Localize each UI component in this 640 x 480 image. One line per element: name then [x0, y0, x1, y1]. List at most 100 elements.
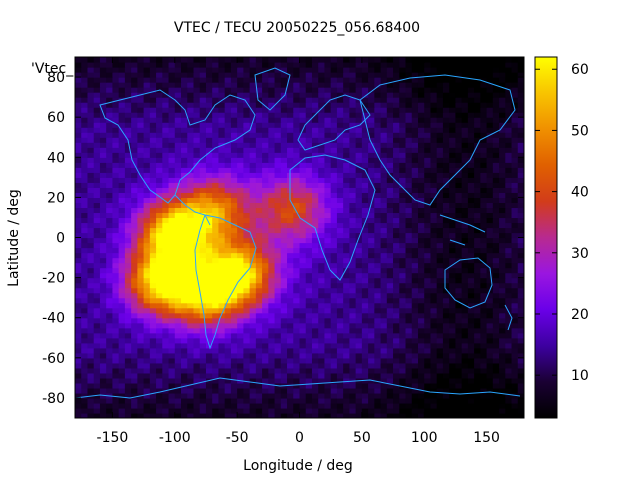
heatmap-cell	[486, 272, 494, 279]
heatmap-cell	[430, 102, 438, 108]
heatmap-cell	[299, 362, 307, 369]
heatmap-cell	[187, 227, 195, 234]
heatmap-cell	[280, 177, 288, 183]
heatmap-cell	[230, 147, 238, 153]
heatmap-cell	[262, 242, 269, 249]
heatmap-cell	[224, 322, 232, 329]
heatmap-cell	[274, 122, 282, 128]
heatmap-cell	[517, 362, 524, 369]
heatmap-cell	[187, 337, 195, 344]
heatmap-cell	[486, 162, 494, 168]
heatmap-cell	[324, 412, 332, 418]
heatmap-cell	[361, 347, 369, 354]
heatmap-cell	[280, 277, 288, 284]
heatmap-cell	[106, 237, 114, 244]
heatmap-cell	[168, 237, 176, 244]
heatmap-cell	[336, 312, 344, 319]
heatmap-cell	[318, 242, 326, 249]
heatmap-cell	[380, 247, 388, 254]
heatmap-cell	[467, 387, 475, 394]
heatmap-cell	[99, 137, 107, 143]
heatmap-cell	[243, 92, 251, 98]
heatmap-cell	[411, 97, 419, 103]
heatmap-cell	[386, 332, 394, 339]
heatmap-cell	[368, 192, 375, 198]
heatmap-cell	[124, 257, 132, 264]
heatmap-cell	[149, 292, 157, 299]
heatmap-cell	[268, 292, 276, 299]
heatmap-cell	[467, 332, 475, 339]
heatmap-cell	[268, 327, 276, 334]
heatmap-cell	[99, 172, 107, 178]
heatmap-cell	[424, 407, 432, 414]
heatmap-cell	[343, 347, 350, 354]
heatmap-cell	[106, 232, 114, 239]
heatmap-cell	[355, 407, 363, 414]
heatmap-cell	[461, 77, 469, 83]
heatmap-cell	[411, 147, 419, 153]
heatmap-cell	[505, 122, 513, 128]
heatmap-cell	[99, 117, 107, 123]
heatmap-cell	[99, 317, 107, 324]
heatmap-cell	[262, 312, 269, 319]
heatmap-cell	[218, 402, 226, 409]
heatmap-cell	[393, 387, 400, 394]
heatmap-cell	[368, 402, 375, 409]
heatmap-cell	[368, 247, 375, 254]
heatmap-cell	[174, 387, 182, 394]
heatmap-cell	[311, 277, 319, 284]
heatmap-cell	[131, 277, 138, 284]
heatmap-cell	[492, 312, 500, 319]
heatmap-cell	[299, 382, 307, 389]
heatmap-cell	[393, 147, 400, 153]
heatmap-cell	[442, 177, 450, 183]
heatmap-cell	[474, 357, 481, 364]
heatmap-cell	[324, 167, 332, 173]
heatmap-cell	[212, 222, 220, 229]
heatmap-cell	[417, 367, 425, 374]
heatmap-cell	[218, 327, 226, 334]
heatmap-cell	[218, 202, 226, 209]
heatmap-cell	[330, 252, 338, 259]
heatmap-cell	[442, 322, 450, 329]
heatmap-cell	[424, 77, 432, 83]
heatmap-cell	[237, 77, 244, 83]
heatmap-cell	[124, 117, 132, 123]
heatmap-cell	[505, 307, 513, 314]
heatmap-cell	[249, 182, 257, 188]
heatmap-cell	[299, 302, 307, 309]
heatmap-cell	[330, 207, 338, 214]
heatmap-cell	[205, 172, 213, 178]
heatmap-cell	[511, 247, 519, 254]
heatmap-cell	[474, 342, 481, 349]
heatmap-cell	[280, 362, 288, 369]
heatmap-cell	[411, 102, 419, 108]
heatmap-cell	[393, 297, 400, 304]
heatmap-cell	[174, 247, 182, 254]
heatmap-cell	[442, 112, 450, 118]
heatmap-cell	[199, 72, 207, 78]
heatmap-cell	[149, 267, 157, 274]
heatmap-cell	[181, 282, 188, 289]
heatmap-cell	[417, 167, 425, 173]
heatmap-cell	[237, 237, 244, 244]
heatmap-cell	[230, 322, 238, 329]
heatmap-cell	[311, 382, 319, 389]
heatmap-cell	[318, 307, 326, 314]
heatmap-cell	[149, 337, 157, 344]
heatmap-cell	[455, 182, 463, 188]
heatmap-cell	[87, 242, 95, 249]
heatmap-cell	[368, 212, 375, 219]
heatmap-cell	[162, 277, 170, 284]
heatmap-cell	[349, 182, 357, 188]
heatmap-cell	[156, 247, 163, 254]
heatmap-cell	[430, 217, 438, 224]
heatmap-cell	[81, 257, 89, 264]
heatmap-cell	[299, 297, 307, 304]
heatmap-cell	[480, 382, 488, 389]
heatmap-cell	[399, 412, 407, 418]
heatmap-cell	[461, 257, 469, 264]
heatmap-cell	[149, 132, 157, 138]
heatmap-cell	[399, 387, 407, 394]
heatmap-cell	[131, 272, 138, 279]
